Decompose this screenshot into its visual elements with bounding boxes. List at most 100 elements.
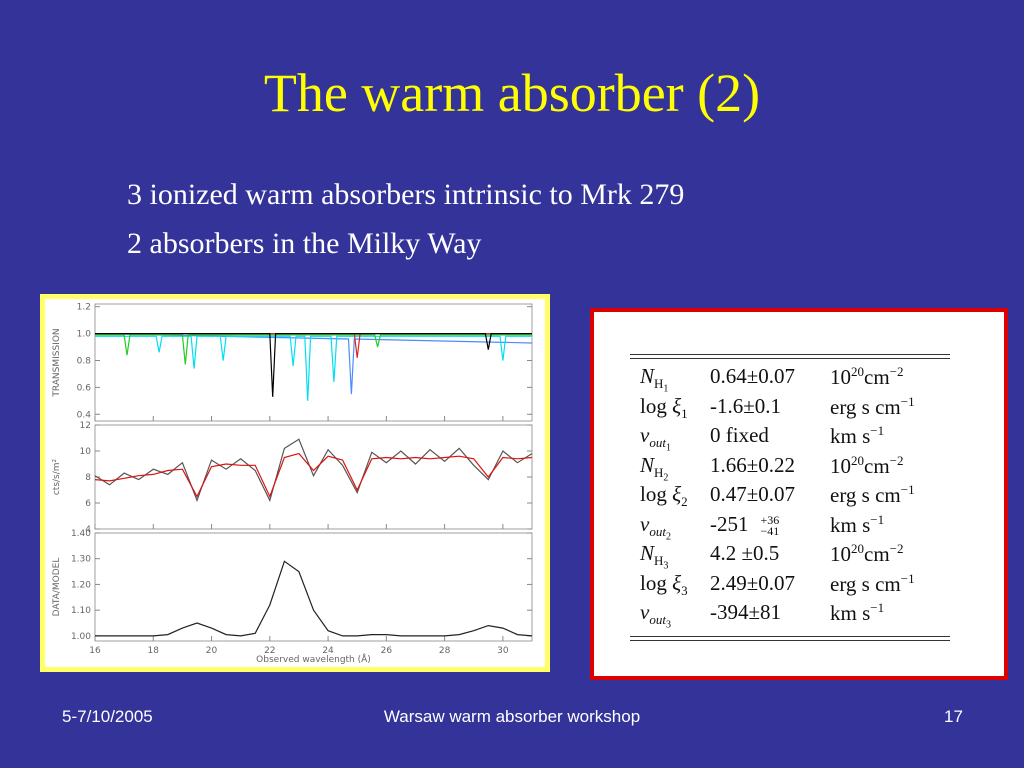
value: 0 fixed bbox=[710, 423, 769, 447]
y-axis-label: DATA/MODEL bbox=[52, 558, 62, 617]
parameter-table: NH1 0.64±0.07 1020cm−2 log ξ1 -1.6±0.1 erg s … bbox=[590, 308, 1008, 680]
symbol-index: 3 bbox=[663, 560, 669, 572]
value: -1.6±0.1 bbox=[710, 393, 782, 418]
unit: km s bbox=[830, 424, 871, 448]
table-rule bbox=[630, 636, 950, 637]
unit-prefix: 10 bbox=[830, 365, 851, 389]
symbol-sub: out1 bbox=[649, 435, 671, 454]
unit-cell: erg s cm−1 bbox=[830, 571, 915, 597]
value-cell: 4.2 ±0.5 bbox=[710, 541, 779, 566]
x-tick-label: 16 bbox=[89, 646, 101, 656]
unit-cell: km s−1 bbox=[830, 512, 884, 538]
unit-exp: −2 bbox=[889, 452, 904, 468]
unit-cell: erg s cm−1 bbox=[830, 482, 915, 508]
y-tick-label: 8 bbox=[85, 473, 91, 483]
y-tick-label: 1.00 bbox=[71, 632, 91, 642]
unit-prefix-exp: 20 bbox=[851, 541, 864, 556]
y-axis-label: cts/s/m² bbox=[52, 458, 62, 495]
bullet: 3 ionized warm absorbers intrinsic to Mr… bbox=[127, 178, 685, 211]
symbol-sub-text: out bbox=[649, 612, 666, 628]
y-tick-label: 1.0 bbox=[77, 330, 92, 340]
footer-page: 17 bbox=[944, 707, 963, 726]
unit: km s bbox=[830, 601, 871, 625]
symbol-index: 3 bbox=[681, 582, 688, 598]
value-cell: 0 fixed bbox=[710, 423, 769, 448]
symbol-index: 2 bbox=[663, 472, 669, 484]
spectrum-plot: 0.4 0.6 0.8 1.0 1.2 TRANSMISSION 4 6 8 10 12 cts/s/… bbox=[52, 303, 533, 665]
unit-exp: −1 bbox=[900, 482, 915, 497]
symbol: v bbox=[640, 511, 650, 536]
y-tick-label: 6 bbox=[85, 499, 91, 509]
symbol-sub: H2 bbox=[654, 464, 669, 484]
value-cell: 0.47±0.07 bbox=[710, 482, 795, 507]
unit-cell: erg s cm−1 bbox=[830, 394, 915, 420]
unit-prefix: 10 bbox=[830, 542, 851, 566]
value: 0.64±0.07 bbox=[710, 364, 796, 388]
x-tick-label: 26 bbox=[381, 646, 393, 656]
value: -251 bbox=[710, 511, 749, 536]
table-rule bbox=[630, 358, 950, 359]
symbol-cell: vout1 bbox=[640, 423, 671, 454]
unit: cm bbox=[864, 453, 890, 478]
panel-frame bbox=[94, 303, 533, 422]
symbol-cell: NH1 bbox=[640, 364, 668, 395]
x-axis-label: Observed wavelength (Å) bbox=[256, 653, 371, 665]
unit: erg s cm bbox=[830, 483, 901, 507]
symbol: N bbox=[640, 452, 655, 477]
symbol-index: 3 bbox=[665, 619, 671, 631]
panel-frame bbox=[94, 532, 533, 642]
bullet: 2 absorbers in the Milky Way bbox=[127, 227, 482, 260]
symbol-cell: vout2 bbox=[640, 512, 671, 543]
value: 0.47±0.07 bbox=[710, 482, 796, 506]
unit-exp: −1 bbox=[900, 393, 915, 409]
x-tick-label: 30 bbox=[497, 646, 509, 656]
footer-date: 5-7/10/2005 bbox=[62, 707, 153, 726]
symbol-prefix: log bbox=[640, 482, 667, 506]
symbol: ξ bbox=[672, 482, 682, 506]
error-plus: +36 bbox=[760, 512, 780, 527]
symbol-prefix: log bbox=[640, 570, 667, 595]
symbol-sub: H1 bbox=[654, 376, 668, 395]
x-tick-label: 24 bbox=[322, 646, 334, 656]
y-tick-label: 0.4 bbox=[77, 410, 92, 420]
unit-exp: −1 bbox=[870, 511, 885, 527]
value-cell: -1.6±0.1 bbox=[710, 394, 781, 419]
value: 1.66±0.22 bbox=[710, 452, 796, 477]
y-tick-label: 1.20 bbox=[71, 580, 91, 590]
y-tick-label: 0.6 bbox=[77, 383, 92, 393]
spectrum-line bbox=[94, 438, 533, 503]
symbol-index: 1 bbox=[681, 405, 688, 421]
value-cell: 0.64±0.07 bbox=[710, 364, 795, 389]
symbol: N bbox=[640, 364, 655, 388]
symbol-sub-text: H bbox=[654, 376, 664, 392]
symbol-index: 2 bbox=[665, 531, 671, 543]
symbol-sub-text: out bbox=[649, 523, 666, 539]
symbol-cell: log ξ3 bbox=[640, 571, 688, 599]
spectrum-line bbox=[94, 452, 533, 499]
symbol-cell: NH2 bbox=[640, 453, 668, 484]
spectrum-line bbox=[95, 333, 532, 397]
symbol-cell: log ξ2 bbox=[640, 482, 688, 510]
unit-cell: km s−1 bbox=[830, 600, 884, 626]
y-tick-label: 4 bbox=[85, 525, 91, 535]
unit-prefix: 10 bbox=[830, 453, 851, 478]
value: 4.2 ±0.5 bbox=[710, 541, 780, 565]
unit-exp: −1 bbox=[870, 600, 885, 615]
value: -394±81 bbox=[710, 600, 782, 624]
unit-exp: −1 bbox=[900, 570, 915, 586]
value-cell: 1.66±0.22 bbox=[710, 453, 795, 478]
value-cell: 2.49±0.07 bbox=[710, 571, 795, 596]
value-cell: -251 +36 −41 bbox=[710, 512, 779, 537]
spectrum-figure: 0.4 0.6 0.8 1.0 1.2 TRANSMISSION 4 6 8 10 12 cts/s/… bbox=[40, 294, 550, 672]
symbol: ξ bbox=[672, 393, 682, 418]
slide-title: The warm absorber (2) bbox=[263, 63, 761, 123]
unit-prefix-exp: 20 bbox=[851, 452, 864, 468]
y-tick-label: 12 bbox=[80, 421, 91, 431]
symbol-sub-text: H bbox=[654, 464, 664, 480]
symbol-prefix: log bbox=[640, 393, 667, 418]
y-tick-label: 0.8 bbox=[77, 356, 92, 366]
symbol-cell: NH3 bbox=[640, 541, 668, 572]
unit: cm bbox=[864, 542, 890, 566]
symbol-cell: vout3 bbox=[640, 600, 671, 631]
unit: erg s cm bbox=[830, 394, 901, 419]
